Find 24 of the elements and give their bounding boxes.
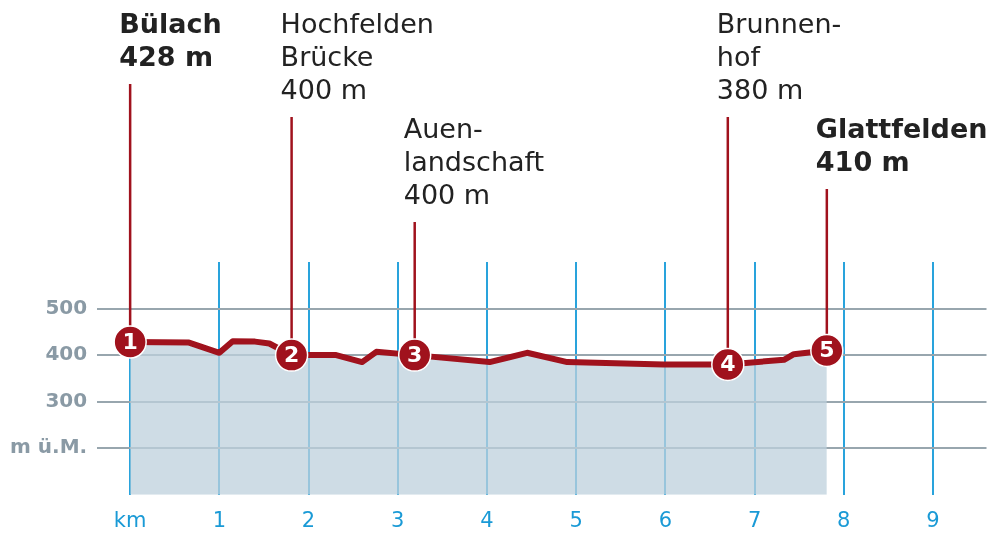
x-tick-label: 5 bbox=[569, 507, 583, 532]
x-tick-label: 2 bbox=[301, 507, 316, 532]
x-tick-label: 9 bbox=[926, 507, 940, 532]
ref-line-label: Bülach 428 m bbox=[119, 7, 222, 72]
ref-line-label: Glattfelden 410 m bbox=[815, 112, 988, 177]
y-tick-label: 300 bbox=[45, 387, 88, 412]
y-tick-label: m ü.M. bbox=[10, 434, 88, 459]
y-tick-label: 400 bbox=[45, 341, 88, 366]
x-tick-label: 6 bbox=[658, 507, 673, 532]
x-tick-label: 4 bbox=[480, 507, 494, 532]
annotation: 3 bbox=[407, 341, 423, 367]
ref-line-label: Brunnen- hof 380 m bbox=[716, 7, 842, 105]
ref-line-label: Hochfelden Brücke 400 m bbox=[280, 7, 434, 105]
annotation: 5 bbox=[819, 337, 835, 363]
annotation: 1 bbox=[122, 328, 138, 354]
x-tick-label: km bbox=[113, 507, 147, 532]
annotation: 2 bbox=[283, 341, 300, 367]
ref-line-label: Auen- landschaft 400 m bbox=[403, 112, 545, 210]
x-tick-label: 8 bbox=[837, 507, 851, 532]
x-tick-label: 3 bbox=[391, 507, 405, 532]
x-tick-label: 7 bbox=[747, 507, 762, 532]
annotation: 4 bbox=[720, 351, 736, 377]
y-tick-label: 500 bbox=[45, 294, 88, 319]
x-tick-label: 1 bbox=[212, 507, 227, 532]
